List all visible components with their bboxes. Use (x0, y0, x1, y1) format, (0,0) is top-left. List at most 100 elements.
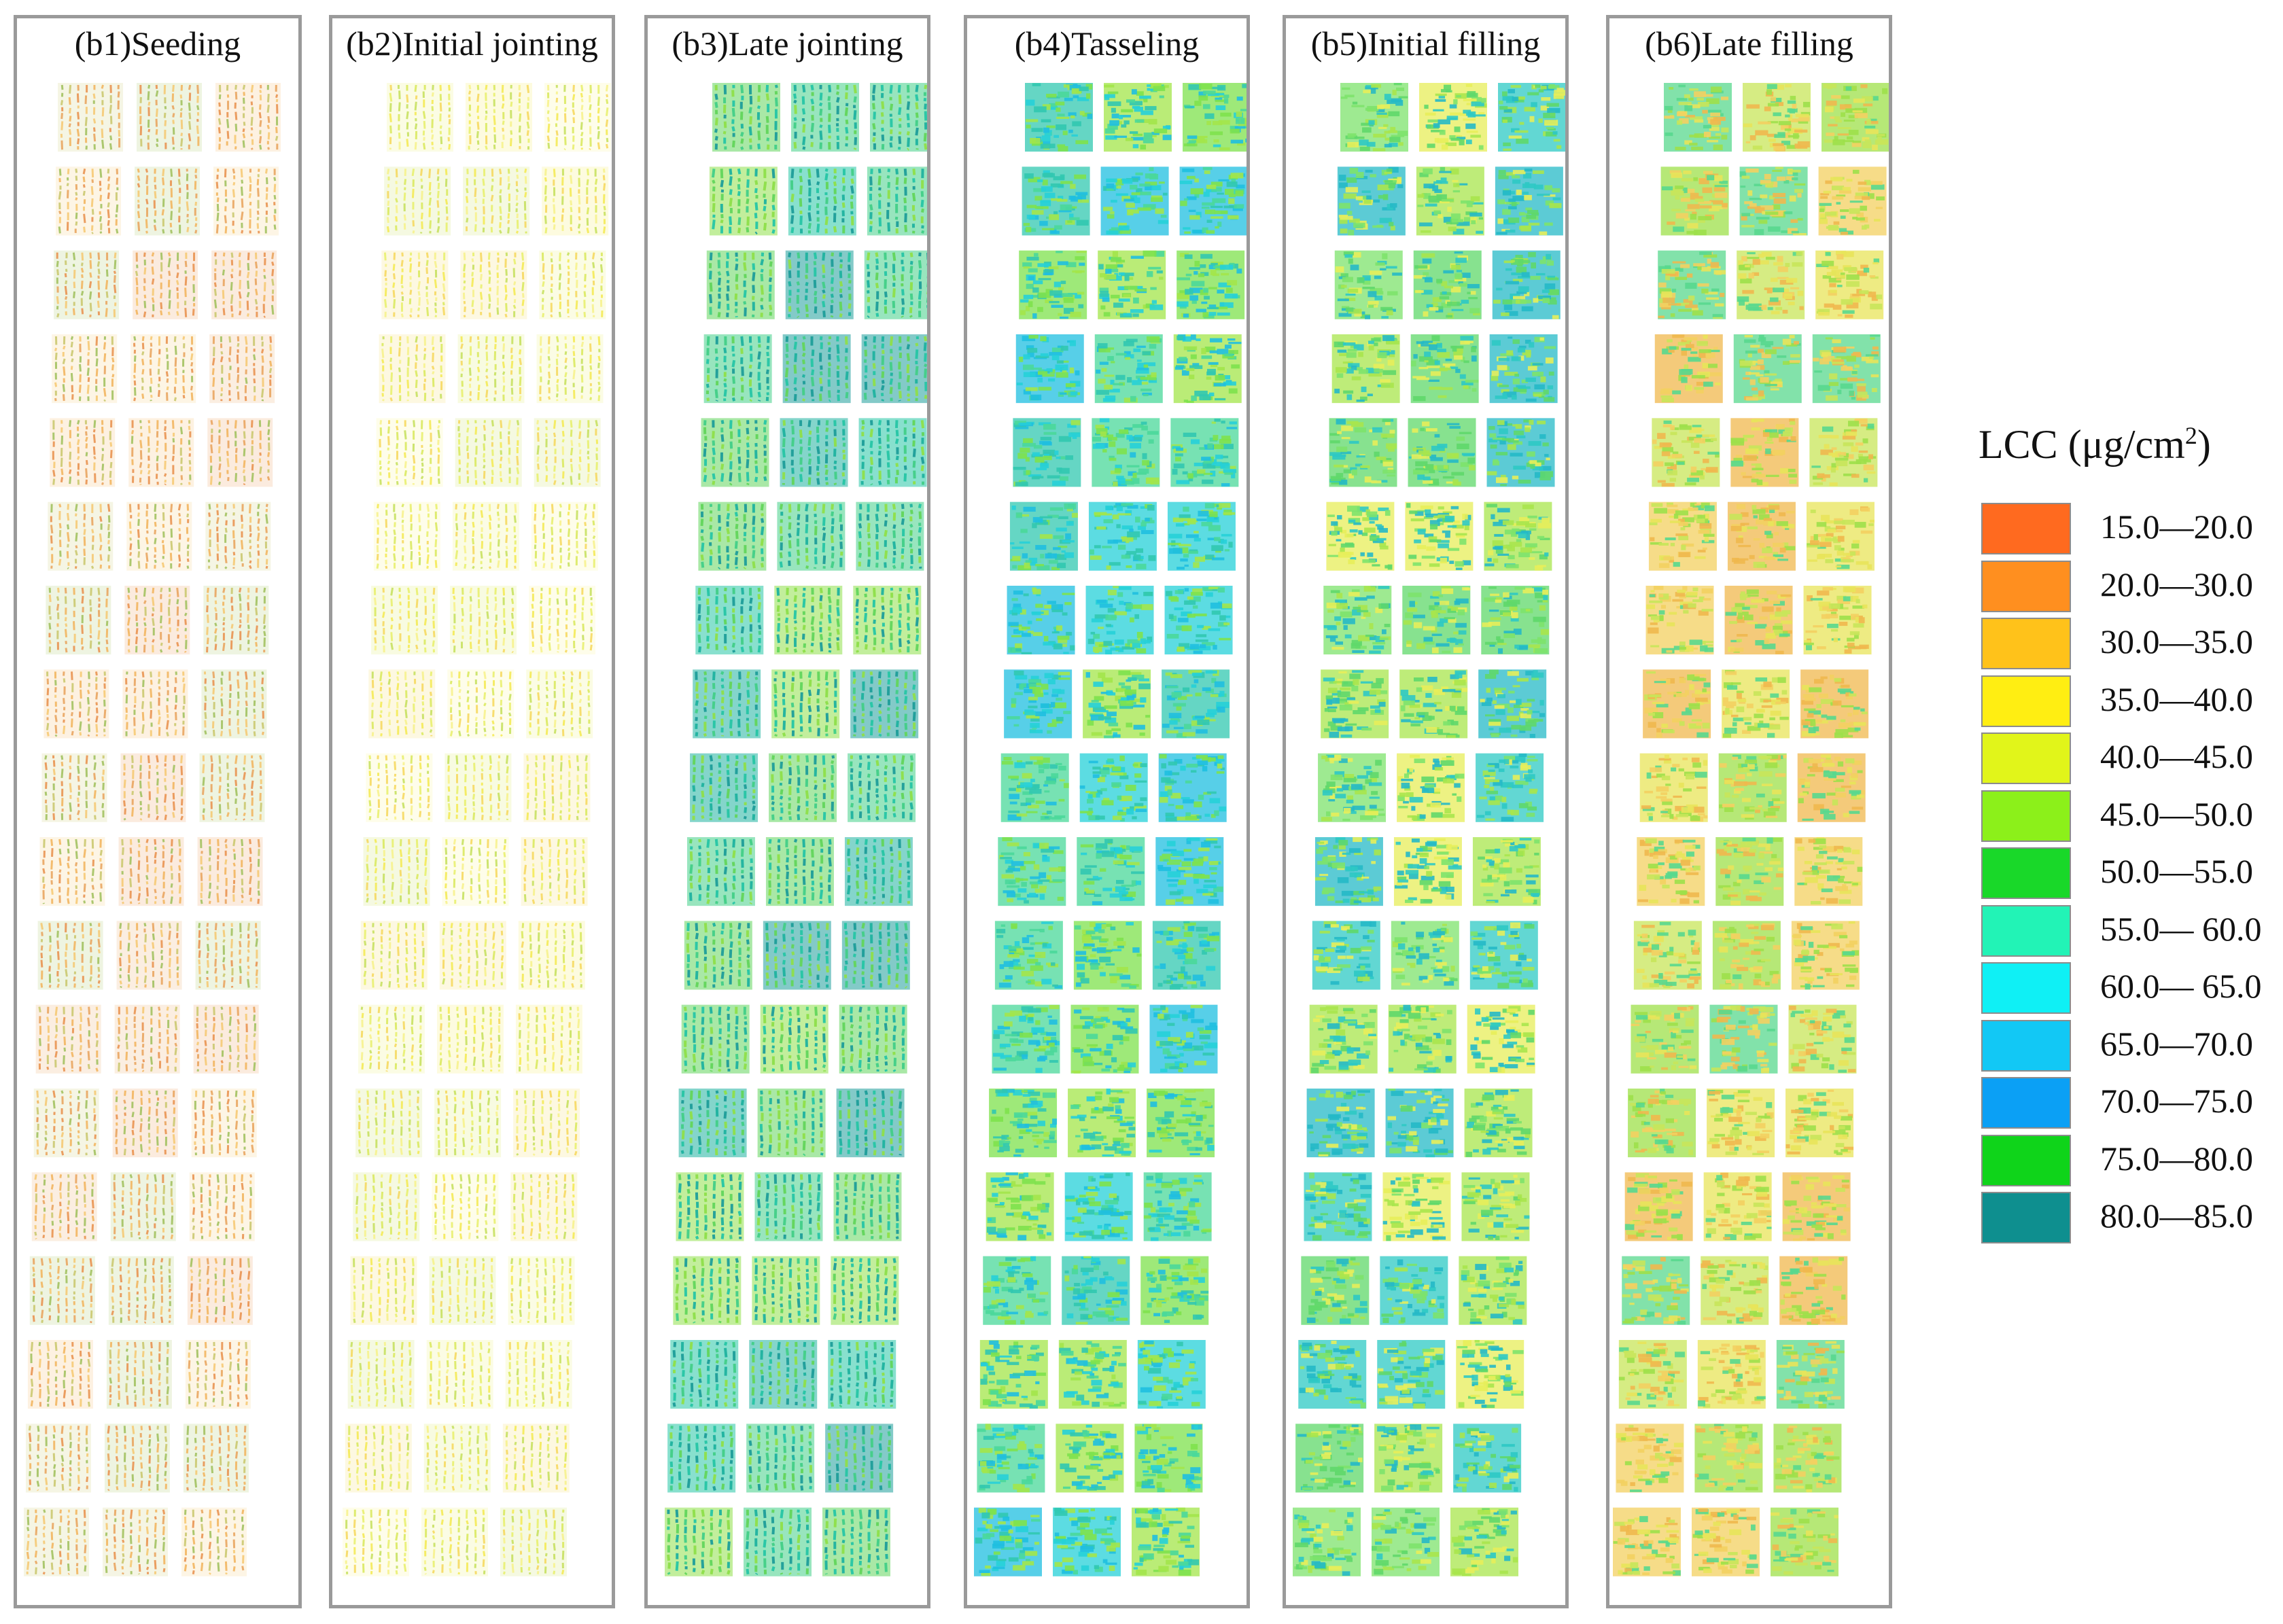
plot-cell (994, 921, 1063, 990)
plot-cell (1167, 501, 1236, 571)
plot-cell (1794, 837, 1863, 906)
plot-cell (518, 921, 585, 990)
plot-cell (48, 501, 114, 571)
plot-cell (833, 1172, 902, 1241)
plot-cell (681, 1004, 750, 1074)
legend-swatch (1981, 1077, 2071, 1129)
plot-cell (1410, 334, 1479, 404)
legend-range-label: 20.0—30.0 (2100, 565, 2253, 603)
plot-cell (1085, 586, 1154, 655)
plot-cell (1318, 753, 1387, 822)
plot-cell (368, 669, 436, 739)
plot-cell (698, 501, 767, 571)
plot-cell (1467, 1004, 1535, 1074)
plot-cell (670, 1340, 739, 1409)
plot-cell (31, 1172, 97, 1241)
legend-swatch (1981, 503, 2071, 554)
plot-cell (197, 837, 263, 906)
plot-cell (1179, 166, 1247, 236)
plot-cell (673, 1256, 742, 1325)
plot-cell (1622, 1256, 1690, 1325)
plot-cell (676, 1172, 744, 1241)
plot-cell (421, 1507, 488, 1576)
plot-cell (1382, 1172, 1451, 1241)
plot-cell (1170, 418, 1239, 487)
plot-cell (124, 586, 190, 655)
plot-cell (195, 921, 261, 990)
plot-cell (199, 753, 265, 822)
plot-cell (33, 1089, 99, 1158)
legend-item: 40.0—45.0 (1981, 732, 2273, 787)
legend-swatch (1981, 675, 2071, 727)
plot-cell (508, 1256, 575, 1325)
plot-cell (1064, 1172, 1133, 1241)
plot-cell (839, 1004, 907, 1074)
plot-cell (1472, 837, 1541, 906)
plot-cell (1628, 1089, 1696, 1158)
plot-cell (189, 1172, 255, 1241)
plot-cell (343, 1507, 409, 1576)
plot-cell (205, 501, 271, 571)
plot-cell (423, 1424, 491, 1493)
legend-range-label: 30.0—35.0 (2100, 622, 2253, 660)
plot-cell (371, 586, 438, 655)
plot-cell (360, 921, 428, 990)
plot-cell (1405, 501, 1474, 571)
plot-cell (116, 921, 182, 990)
legend-item: 60.0— 65.0 (1981, 962, 2273, 1017)
plot-cell (25, 1424, 91, 1493)
plot-cell (1616, 1424, 1684, 1493)
plot-cell (744, 1507, 812, 1576)
plot-cell (534, 418, 601, 487)
plot-cell (1476, 753, 1544, 822)
plot-cell (1073, 921, 1142, 990)
plot-cell (39, 837, 105, 906)
legend-item: 45.0—50.0 (1981, 790, 2273, 845)
plot-cell (1306, 1089, 1375, 1158)
plot-cell (52, 334, 118, 404)
plot-cell (1058, 1340, 1127, 1409)
plot-cell (439, 921, 506, 990)
plot-cell (757, 1089, 826, 1158)
panel-b2-initial-jointing: (b2)Initial jointing (329, 15, 615, 1608)
plot-cell (1643, 669, 1711, 739)
legend-range-label: 55.0— 60.0 (2100, 909, 2262, 948)
plot-cell (106, 1340, 172, 1409)
legend-range-label: 75.0—80.0 (2100, 1139, 2253, 1178)
plot-cell (43, 669, 109, 739)
plot-cell (769, 753, 837, 822)
plot-cell (450, 586, 517, 655)
plot-cell (1385, 1089, 1454, 1158)
plot-cell (1083, 669, 1151, 739)
plot-cell (1818, 166, 1887, 236)
plot-cell (447, 669, 515, 739)
plot-cell (760, 1004, 829, 1074)
plot-cell (122, 669, 188, 739)
panel-title: (b1)Seeding (74, 24, 241, 63)
plot-cell (1173, 334, 1242, 404)
plot-cell (1013, 418, 1081, 487)
plot-cell (373, 501, 440, 571)
plot-cell (754, 1172, 823, 1241)
plot-cell (1461, 1172, 1530, 1241)
plot-cell (1639, 753, 1708, 822)
plot-cell (1397, 753, 1465, 822)
plot-cell (363, 837, 430, 906)
plot-cell (358, 1004, 425, 1074)
plot-cell (1724, 586, 1793, 655)
plot-cell (1416, 166, 1484, 236)
plot-cell (381, 250, 449, 319)
plot-cell (1408, 418, 1476, 487)
legend-swatch (1981, 560, 2071, 612)
plot-cell (183, 1424, 249, 1493)
plot-cell (1692, 1507, 1760, 1576)
plot-cell (526, 669, 593, 739)
plot-cell (187, 1256, 253, 1325)
plot-cell (500, 1507, 567, 1576)
legend-range-label: 80.0—85.0 (2100, 1197, 2253, 1235)
plot-cell (193, 1004, 259, 1074)
plot-cell (1624, 1172, 1693, 1241)
legend-range-label: 15.0—20.0 (2100, 508, 2253, 546)
plot-cell (1295, 1424, 1364, 1493)
plot-cell (350, 1256, 417, 1325)
